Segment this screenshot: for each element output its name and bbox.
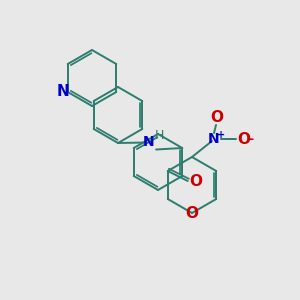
Text: O: O: [238, 131, 250, 146]
Text: O: O: [211, 110, 224, 125]
Text: O: O: [189, 173, 202, 188]
Text: N: N: [142, 134, 154, 148]
Text: O: O: [185, 206, 199, 220]
Text: +: +: [217, 130, 225, 140]
Text: -: -: [248, 133, 253, 146]
Text: N: N: [208, 132, 220, 146]
Text: H: H: [154, 129, 164, 142]
Text: N: N: [56, 85, 69, 100]
